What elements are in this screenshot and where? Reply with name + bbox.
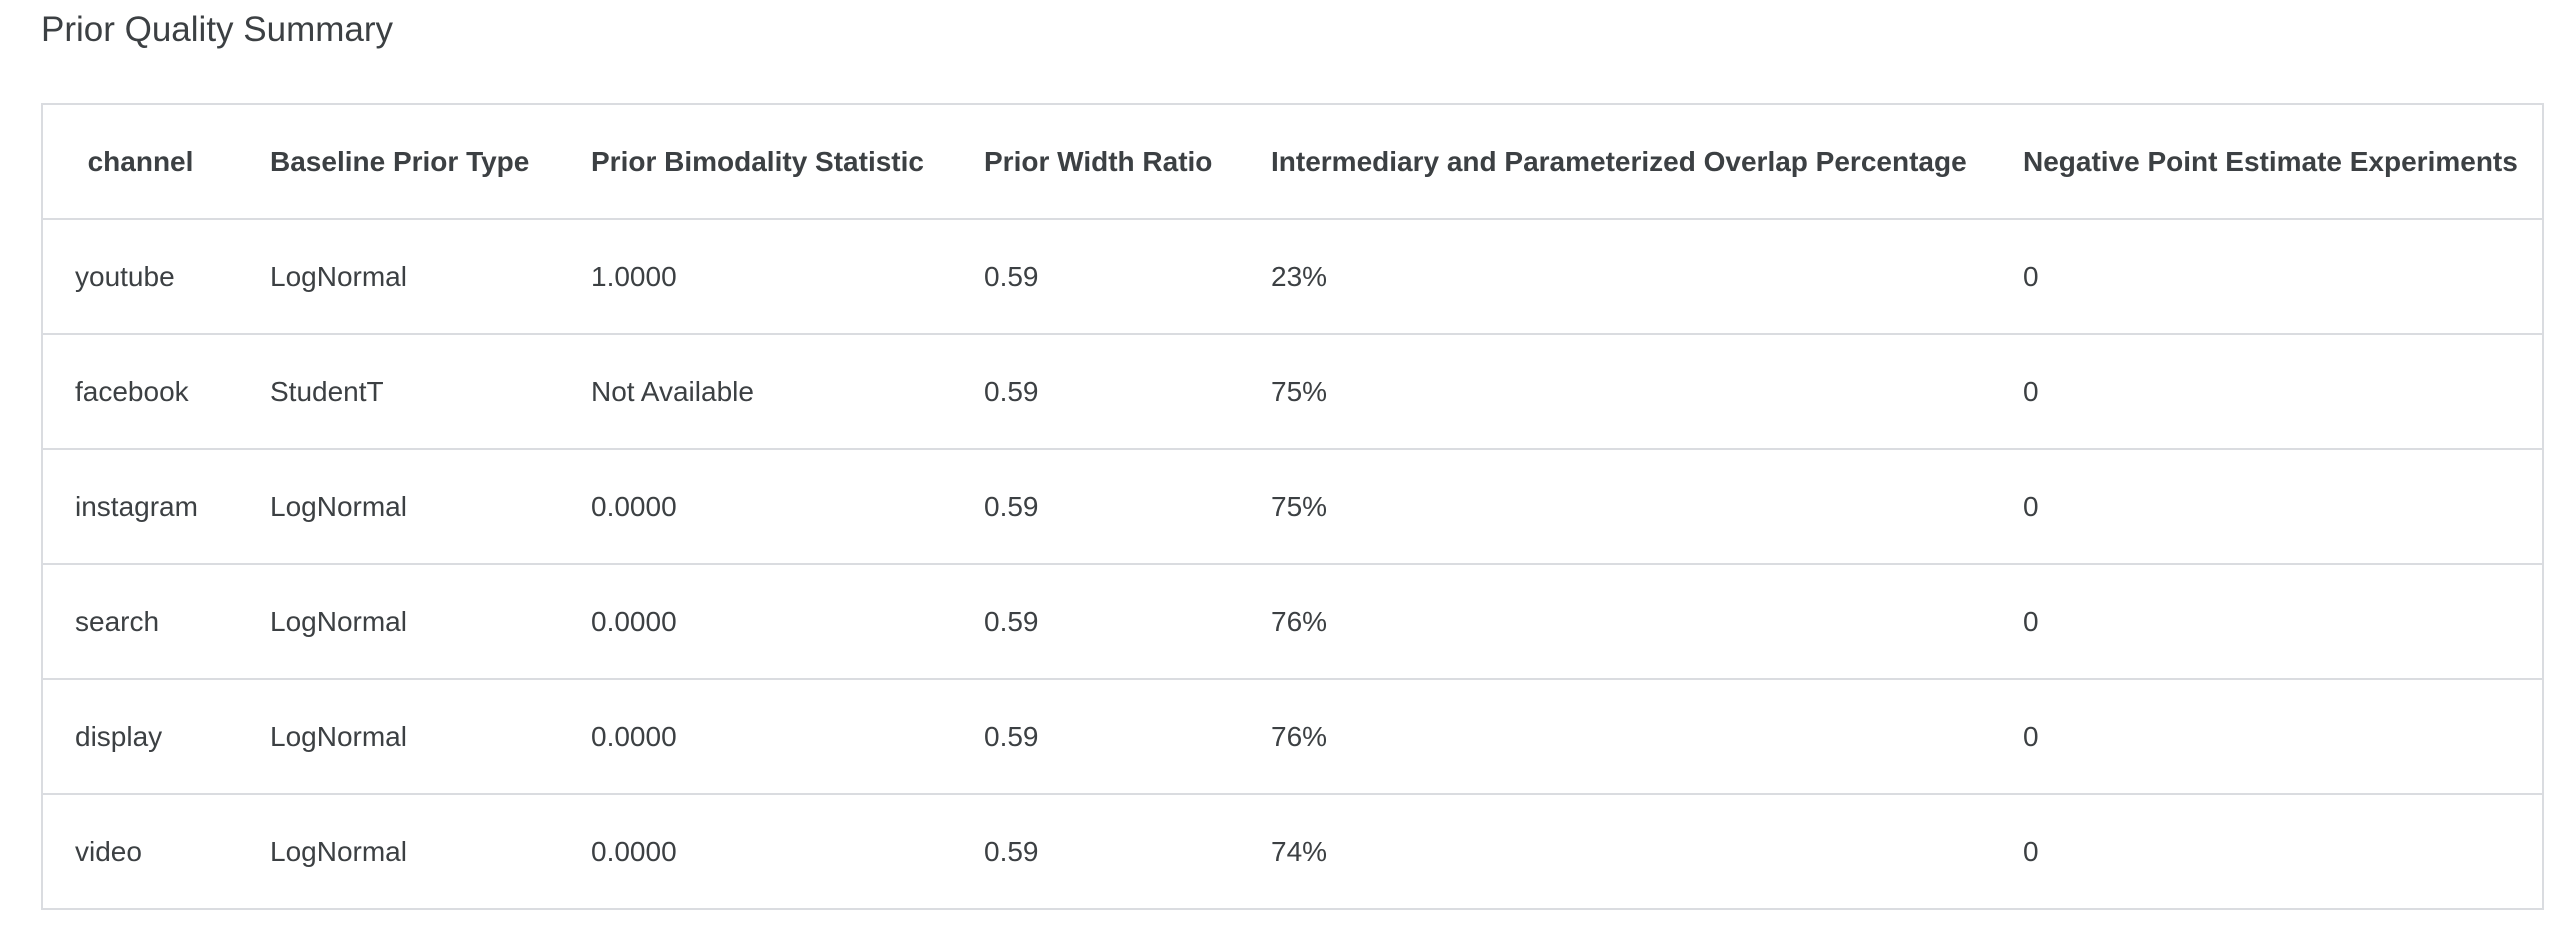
table-cell: 0.0000	[559, 449, 952, 565]
table-cell: 0.59	[984, 835, 1039, 867]
column-header: Baseline Prior Type	[238, 104, 559, 220]
table-cell: 0	[2023, 835, 2039, 867]
table-cell: LogNormal	[238, 219, 559, 335]
table-cell: StudentT	[238, 334, 559, 450]
table-cell: facebook	[42, 334, 238, 450]
table-cell: 0	[1991, 449, 2543, 565]
page-title: Prior Quality Summary	[41, 10, 394, 49]
table-cell: 0.59	[952, 219, 1239, 335]
table-cell: 0.0000	[559, 564, 952, 680]
table-row: display LogNormal 0.0000 0.59 76% 0	[42, 679, 2543, 795]
table-cell: 0.59	[952, 334, 1239, 450]
table-cell: 0.0000	[591, 835, 677, 867]
table-cell: 23%	[1239, 219, 1991, 335]
table-cell: 0.59	[952, 449, 1239, 565]
column-header: Negative Point Estimate Experiments	[1991, 104, 2543, 220]
table-cell: 76%	[1239, 679, 1991, 795]
table-cell: 76%	[1239, 564, 1991, 680]
table-cell: LogNormal	[238, 679, 559, 795]
table-header: channel Baseline Prior Type Prior Bimodali…	[42, 104, 2543, 220]
table-row: video LogNormal 0.0000 0.59 74% 0	[42, 794, 2543, 909]
table-cell: 0	[1991, 679, 2543, 795]
table-row: youtube LogNormal 1.0000 0.59 23% 0	[42, 219, 2543, 335]
column-header: channel	[42, 104, 238, 220]
table-cell: display	[42, 679, 238, 795]
table-cell: Not Available	[559, 334, 952, 450]
table-cell: 0	[1991, 219, 2543, 335]
table-body: youtube LogNormal 1.0000 0.59 23% 0 facebook St…	[42, 219, 2543, 909]
table-cell: 74%	[1271, 835, 1328, 867]
table-cell: 1.0000	[559, 219, 952, 335]
header-row: channel Baseline Prior Type Prior Bimodali…	[42, 104, 2543, 220]
column-header: Intermediary and Parameterized Overlap P…	[1239, 104, 1991, 220]
table-cell: search	[42, 564, 238, 680]
table-cell: 75%	[1239, 449, 1991, 565]
table-cell: 0.0000	[559, 679, 952, 795]
table-cell: 0	[1991, 564, 2543, 680]
table-row: facebook StudentT Not Available 0.59 75% 0	[42, 334, 2543, 450]
table-cell: video	[75, 835, 142, 867]
table-row: search LogNormal 0.0000 0.59 76% 0	[42, 564, 2543, 680]
table-cell: LogNormal	[238, 449, 559, 565]
column-header: Prior Bimodality Statistic	[559, 104, 952, 220]
table-row: instagram LogNormal 0.0000 0.59 75% 0	[42, 449, 2543, 565]
column-header: Prior Width Ratio	[952, 104, 1239, 220]
summary-table: channel Baseline Prior Type Prior Bimodali…	[41, 103, 2544, 910]
table-cell: 0.59	[952, 564, 1239, 680]
table-cell: 75%	[1239, 334, 1991, 450]
table-cell: LogNormal	[270, 835, 407, 867]
table-cell: youtube	[42, 219, 238, 335]
table-cell: LogNormal	[238, 564, 559, 680]
table-cell: instagram	[42, 449, 238, 565]
table-cell: 0.59	[952, 679, 1239, 795]
table-cell: 0	[1991, 334, 2543, 450]
